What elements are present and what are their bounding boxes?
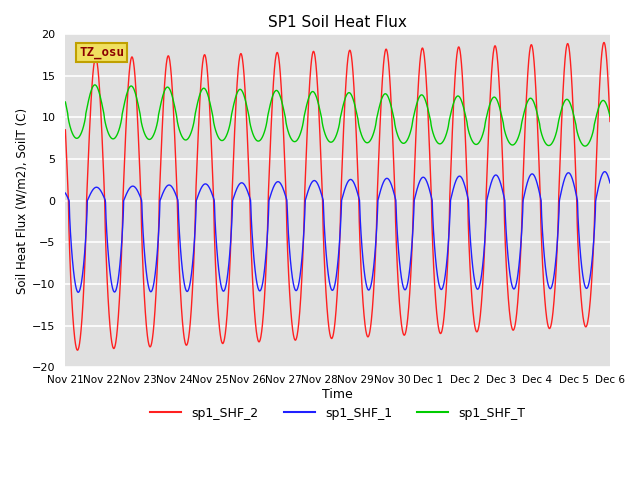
sp1_SHF_1 <box>214 254 221 260</box>
sp1_SHF_2 <box>496 97 504 103</box>
sp1_SHF_1 <box>601 169 609 175</box>
sp1_SHF_T <box>581 143 589 149</box>
sp1_SHF_T <box>91 82 99 88</box>
sp1_SHF_T <box>496 106 504 112</box>
sp1_SHF_T <box>573 129 581 135</box>
sp1_SHF_1 <box>74 289 82 295</box>
Legend: sp1_SHF_2, sp1_SHF_1, sp1_SHF_T: sp1_SHF_2, sp1_SHF_1, sp1_SHF_T <box>145 402 530 424</box>
sp1_SHF_2 <box>600 39 608 45</box>
X-axis label: Time: Time <box>323 388 353 401</box>
sp1_SHF_T <box>365 139 373 144</box>
sp1_SHF_2 <box>606 119 614 124</box>
sp1_SHF_2 <box>558 108 566 114</box>
sp1_SHF_1 <box>365 287 373 292</box>
sp1_SHF_T <box>354 114 362 120</box>
sp1_SHF_1 <box>573 196 581 202</box>
sp1_SHF_T <box>558 105 566 110</box>
Text: TZ_osu: TZ_osu <box>79 46 124 59</box>
Y-axis label: Soil Heat Flux (W/m2), SoilT (C): Soil Heat Flux (W/m2), SoilT (C) <box>15 108 28 294</box>
Title: SP1 Soil Heat Flux: SP1 Soil Heat Flux <box>268 15 407 30</box>
sp1_SHF_1 <box>558 185 566 191</box>
sp1_SHF_2 <box>354 162 362 168</box>
Line: sp1_SHF_2: sp1_SHF_2 <box>65 42 610 350</box>
sp1_SHF_1 <box>496 179 504 184</box>
sp1_SHF_T <box>606 113 614 119</box>
sp1_SHF_1 <box>606 180 614 186</box>
Line: sp1_SHF_T: sp1_SHF_T <box>65 85 610 146</box>
sp1_SHF_2 <box>365 331 373 337</box>
sp1_SHF_2 <box>61 127 69 132</box>
sp1_SHF_1 <box>61 190 69 196</box>
sp1_SHF_2 <box>573 220 581 226</box>
sp1_SHF_T <box>61 99 69 105</box>
sp1_SHF_2 <box>74 348 81 353</box>
Line: sp1_SHF_1: sp1_SHF_1 <box>65 172 610 292</box>
sp1_SHF_2 <box>214 300 221 306</box>
sp1_SHF_1 <box>354 190 362 196</box>
sp1_SHF_T <box>214 132 221 138</box>
